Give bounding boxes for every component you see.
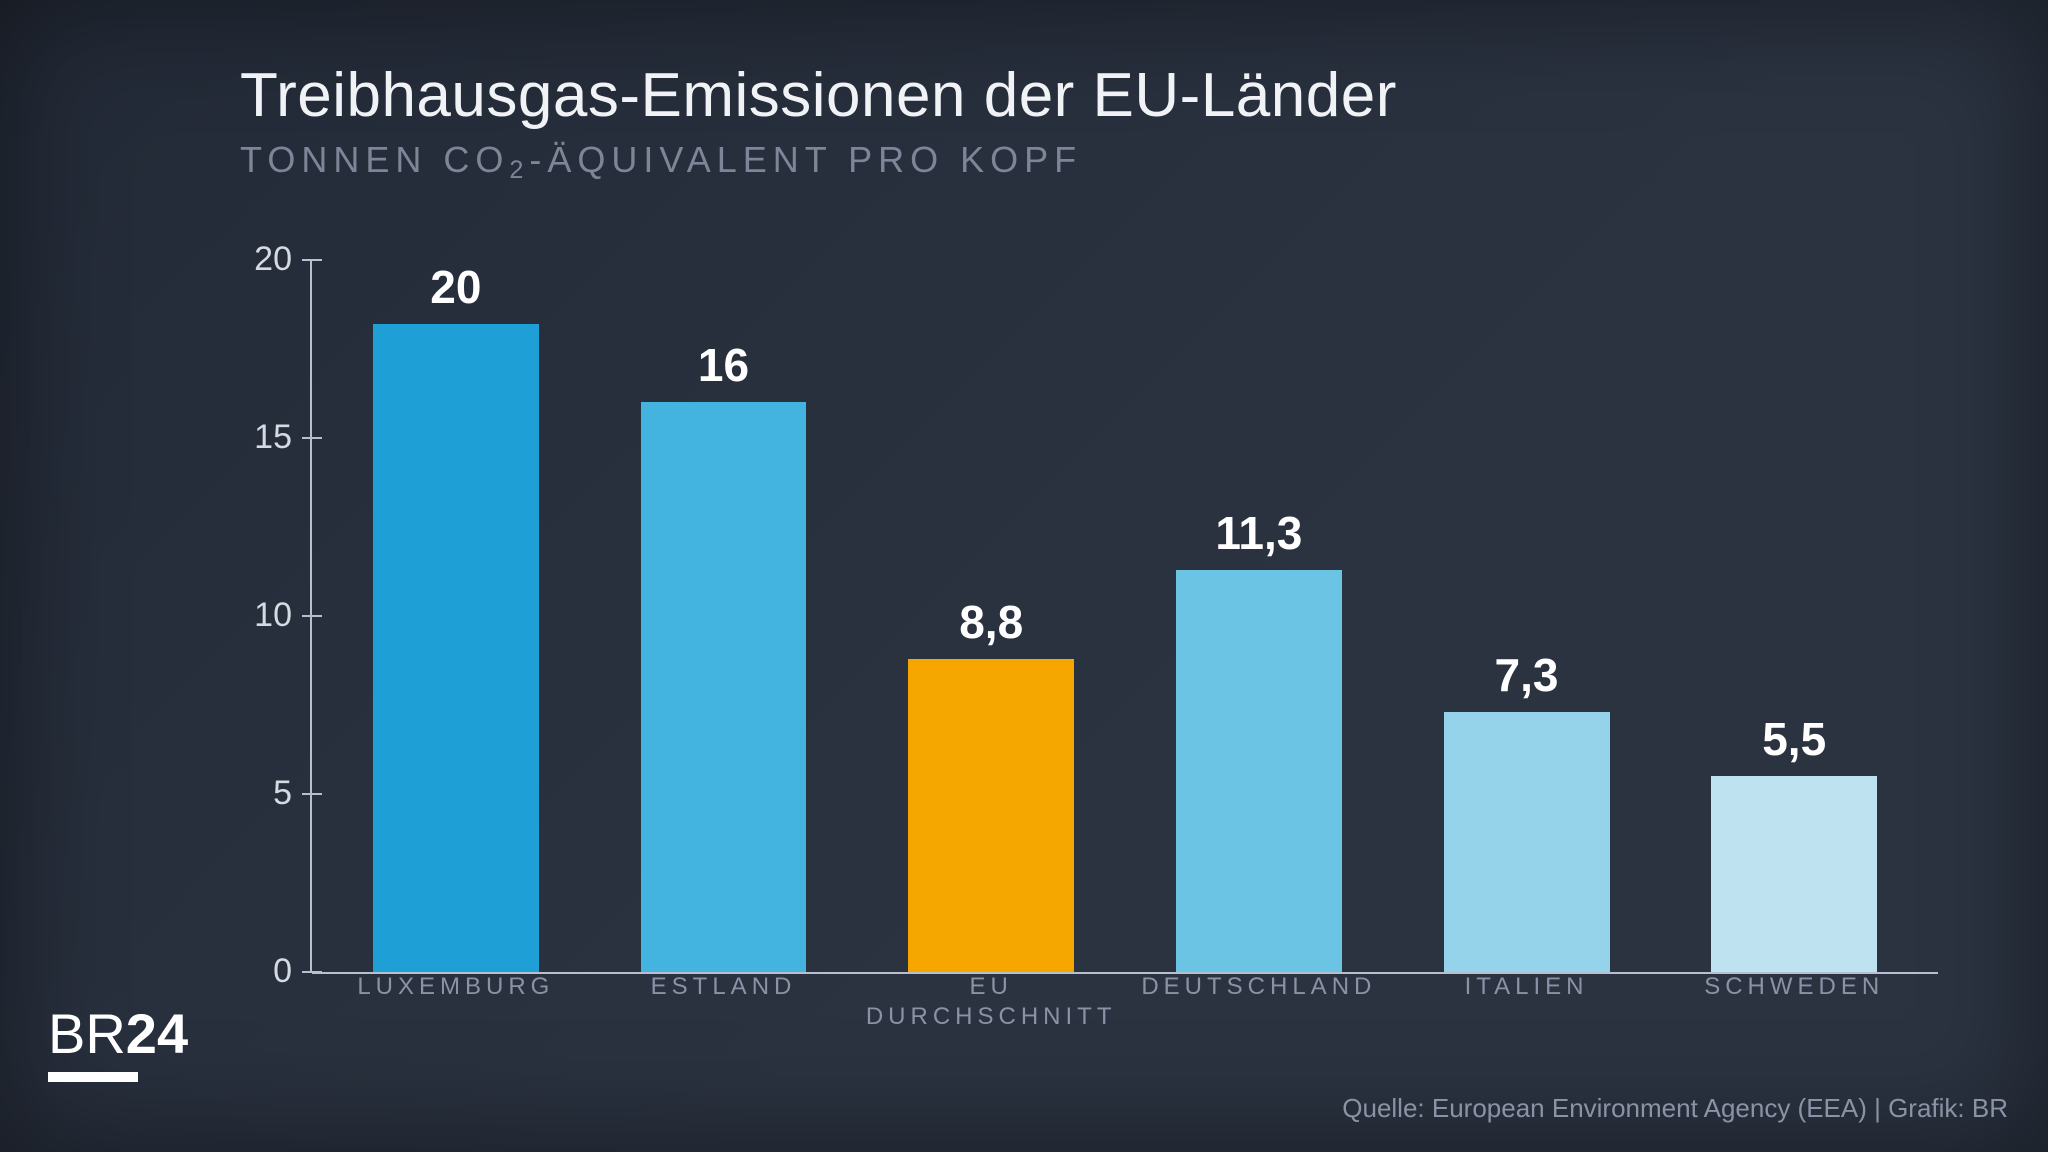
x-labels: LUXEMBURGESTLANDEU DURCHSCHNITTDEUTSCHLA… bbox=[312, 972, 1938, 1032]
bar-slot: 20 bbox=[322, 260, 590, 972]
bar-value-label: 11,3 bbox=[1215, 506, 1302, 560]
logo-text: BR24 bbox=[48, 1001, 188, 1066]
x-label: ITALIEN bbox=[1393, 972, 1661, 1032]
chart-title: Treibhausgas-Emissionen der EU-Länder bbox=[240, 60, 1938, 131]
bar-value-label: 20 bbox=[430, 260, 481, 314]
y-tick-label: 5 bbox=[232, 774, 292, 813]
bar-rect bbox=[1444, 712, 1610, 972]
br24-logo: BR24 bbox=[48, 1001, 188, 1082]
x-label: SCHWEDEN bbox=[1660, 972, 1928, 1032]
logo-underline bbox=[48, 1072, 138, 1082]
bar-slot: 8,8 bbox=[857, 260, 1125, 972]
subtitle-pre: TONNEN CO bbox=[240, 139, 509, 180]
chart-subtitle: TONNEN CO2-ÄQUIVALENT PRO KOPF bbox=[240, 139, 1938, 181]
bar-rect bbox=[1176, 570, 1342, 972]
bar-value-label: 7,3 bbox=[1495, 648, 1559, 702]
bar-value-label: 8,8 bbox=[959, 595, 1023, 649]
bar-value-label: 16 bbox=[698, 338, 749, 392]
chart-area: Treibhausgas-Emissionen der EU-Länder TO… bbox=[240, 60, 1938, 1052]
chart-page: Treibhausgas-Emissionen der EU-Länder TO… bbox=[0, 0, 2048, 1152]
logo-text-bold: 24 bbox=[126, 1002, 188, 1065]
y-tick-label: 10 bbox=[232, 596, 292, 635]
y-axis: 05101520 bbox=[240, 260, 312, 972]
bar-slot: 16 bbox=[590, 260, 858, 972]
source-line: Quelle: European Environment Agency (EEA… bbox=[1342, 1093, 2008, 1124]
y-tick-label: 15 bbox=[232, 418, 292, 457]
bar-rect bbox=[641, 402, 807, 972]
x-label: DEUTSCHLAND bbox=[1125, 972, 1393, 1032]
bar-slot: 5,5 bbox=[1660, 260, 1928, 972]
x-label: ESTLAND bbox=[590, 972, 858, 1032]
bar-rect bbox=[1711, 776, 1877, 972]
bar-rect bbox=[373, 324, 539, 972]
subtitle-sub: 2 bbox=[509, 156, 529, 184]
subtitle-post: -ÄQUIVALENT PRO KOPF bbox=[529, 139, 1082, 180]
bar-slot: 7,3 bbox=[1393, 260, 1661, 972]
bars-container: 20 16 8,8 11,3 7,3 5,5 bbox=[312, 260, 1938, 972]
bar-slot: 11,3 bbox=[1125, 260, 1393, 972]
logo-text-light: BR bbox=[48, 1002, 126, 1065]
y-tick-label: 20 bbox=[232, 240, 292, 279]
bar-value-label: 5,5 bbox=[1762, 712, 1826, 766]
y-tick-label: 0 bbox=[232, 952, 292, 991]
x-label: EU DURCHSCHNITT bbox=[857, 972, 1125, 1032]
plot-region: 05101520 20168,811,37,35,5 LUXEMBURGESTL… bbox=[240, 260, 1938, 972]
x-label: LUXEMBURG bbox=[322, 972, 590, 1032]
bar-rect bbox=[908, 659, 1074, 972]
